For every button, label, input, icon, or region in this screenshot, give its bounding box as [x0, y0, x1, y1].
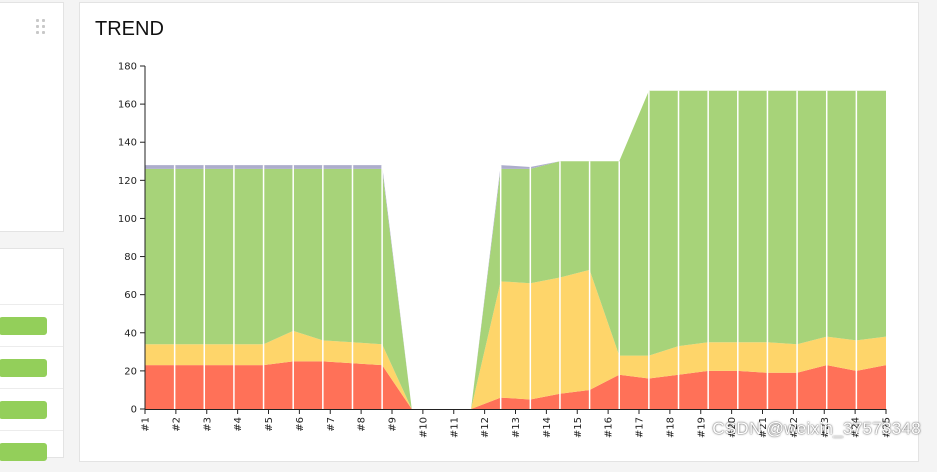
x-tick-label: #12 — [480, 417, 491, 438]
list-item[interactable] — [0, 304, 63, 346]
x-tick-label: #9 — [388, 417, 399, 432]
x-tick-label: #11 — [449, 417, 460, 438]
x-tick-label: #8 — [357, 417, 368, 432]
trend-chart: 0 20 40 60 80 100 120 140 160 180 #1 #2 #3 #4 #5 #6 #7 #8… — [118, 62, 893, 439]
x-tick-label: #17 — [635, 417, 646, 438]
list-item[interactable] — [0, 346, 63, 388]
watermark: CSDN @weixin_37573348 — [712, 419, 921, 438]
status-bar — [0, 359, 47, 377]
status-bar — [0, 401, 47, 419]
x-tick-label: #10 — [418, 417, 429, 438]
x-tick-label: #16 — [604, 417, 615, 438]
chart-axes: 0 20 40 60 80 100 120 140 160 180 #1 #2 #3 #4 #5 #6 #7 #8… — [118, 62, 893, 439]
x-tick-label: #24 — [851, 417, 862, 438]
x-tick-label: #5 — [264, 417, 275, 432]
x-tick-label: #18 — [665, 417, 676, 438]
y-tick-label: 60 — [124, 290, 137, 301]
area-series-2 — [145, 269, 886, 409]
x-tick-label: #23 — [820, 417, 831, 438]
list-item[interactable] — [0, 388, 63, 430]
y-tick-label: 140 — [118, 138, 137, 149]
drag-handle-icon[interactable] — [36, 19, 46, 35]
x-tick-label: #19 — [696, 417, 707, 438]
area-layers — [145, 90, 886, 410]
area-series-1 — [145, 361, 886, 409]
x-tick-label: #22 — [789, 417, 800, 438]
y-tick-label: 40 — [124, 328, 137, 339]
x-tick-label: #14 — [542, 417, 553, 438]
x-tick-label: #1 — [141, 417, 152, 432]
category-separators — [173, 90, 858, 409]
side-panel-top — [0, 2, 64, 232]
y-tick-label: 180 — [118, 62, 137, 73]
x-tick-label: #21 — [758, 417, 769, 438]
y-tick-label: 120 — [118, 176, 137, 187]
y-tick-label: 80 — [124, 252, 137, 263]
x-tick-label: #7 — [326, 417, 337, 432]
y-tick-label: 0 — [131, 405, 137, 416]
x-tick-label: #25 — [882, 417, 893, 438]
x-tick-label: #3 — [202, 417, 213, 432]
x-tick-label: #2 — [171, 417, 182, 432]
area-series-3 — [145, 90, 886, 410]
x-tick-label: #4 — [233, 417, 244, 432]
status-bar — [0, 317, 47, 335]
y-tick-label: 20 — [124, 366, 137, 377]
chart-title: TREND — [95, 18, 164, 40]
y-tick-label: 160 — [118, 100, 137, 111]
x-tick-label: #6 — [295, 417, 306, 432]
x-tick-label: #20 — [727, 417, 738, 438]
x-tick-label: #15 — [573, 417, 584, 438]
y-tick-label: 100 — [118, 214, 137, 225]
x-tick-label: #13 — [511, 417, 522, 438]
